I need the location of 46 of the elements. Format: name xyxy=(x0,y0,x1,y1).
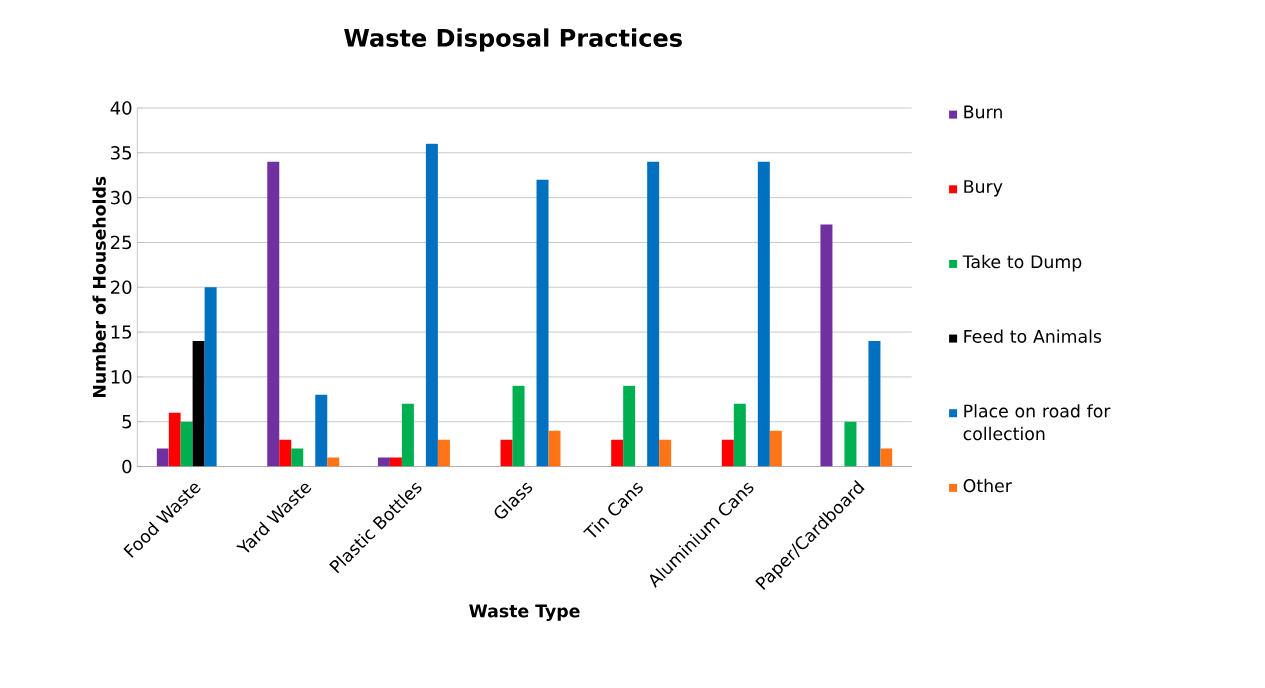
y-tick-label: 15 xyxy=(111,325,132,339)
bar xyxy=(512,385,525,467)
y-axis-title: Number of Households xyxy=(92,176,106,398)
bar xyxy=(168,412,181,467)
y-tick-label: 25 xyxy=(111,235,132,250)
legend-label: Feed to Animals xyxy=(964,329,1102,344)
bar xyxy=(156,448,169,467)
legend-label: Take to Dump xyxy=(962,254,1082,272)
bar xyxy=(757,161,770,467)
y-tick-label: 20 xyxy=(111,280,132,295)
bar xyxy=(192,341,205,467)
legend-label: Place on road for collection xyxy=(963,404,1111,441)
bar xyxy=(868,341,881,467)
bar xyxy=(647,161,660,467)
bar xyxy=(611,439,624,467)
y-tick-label: 10 xyxy=(111,370,132,384)
chart-title: Waste Disposal Practices xyxy=(344,28,682,52)
bar xyxy=(425,143,438,467)
legend-label: Other xyxy=(963,478,1012,493)
bar xyxy=(844,421,857,467)
bar xyxy=(401,403,414,467)
x-axis-title: Waste Type xyxy=(469,604,580,622)
legend-label: Burn xyxy=(964,105,1002,119)
y-tick-label: 40 xyxy=(110,101,132,115)
bar xyxy=(180,421,193,467)
bar xyxy=(769,430,782,467)
bar xyxy=(820,224,833,467)
bar xyxy=(291,448,304,467)
bar xyxy=(548,430,561,467)
bar xyxy=(500,439,513,467)
bar xyxy=(721,439,734,467)
bar xyxy=(536,179,549,467)
bar xyxy=(437,439,450,467)
y-tick-label: 5 xyxy=(122,415,132,429)
bar xyxy=(623,385,636,467)
bar xyxy=(204,287,217,467)
bar xyxy=(279,439,292,467)
legend-label: Bury xyxy=(964,180,1003,197)
bar xyxy=(880,448,893,467)
bar xyxy=(315,394,328,467)
y-tick-label: 30 xyxy=(111,190,132,205)
bar xyxy=(267,161,280,467)
y-tick-label: 0 xyxy=(122,459,132,474)
bar xyxy=(659,439,672,467)
y-tick-label: 35 xyxy=(111,146,132,160)
bar xyxy=(733,403,746,467)
